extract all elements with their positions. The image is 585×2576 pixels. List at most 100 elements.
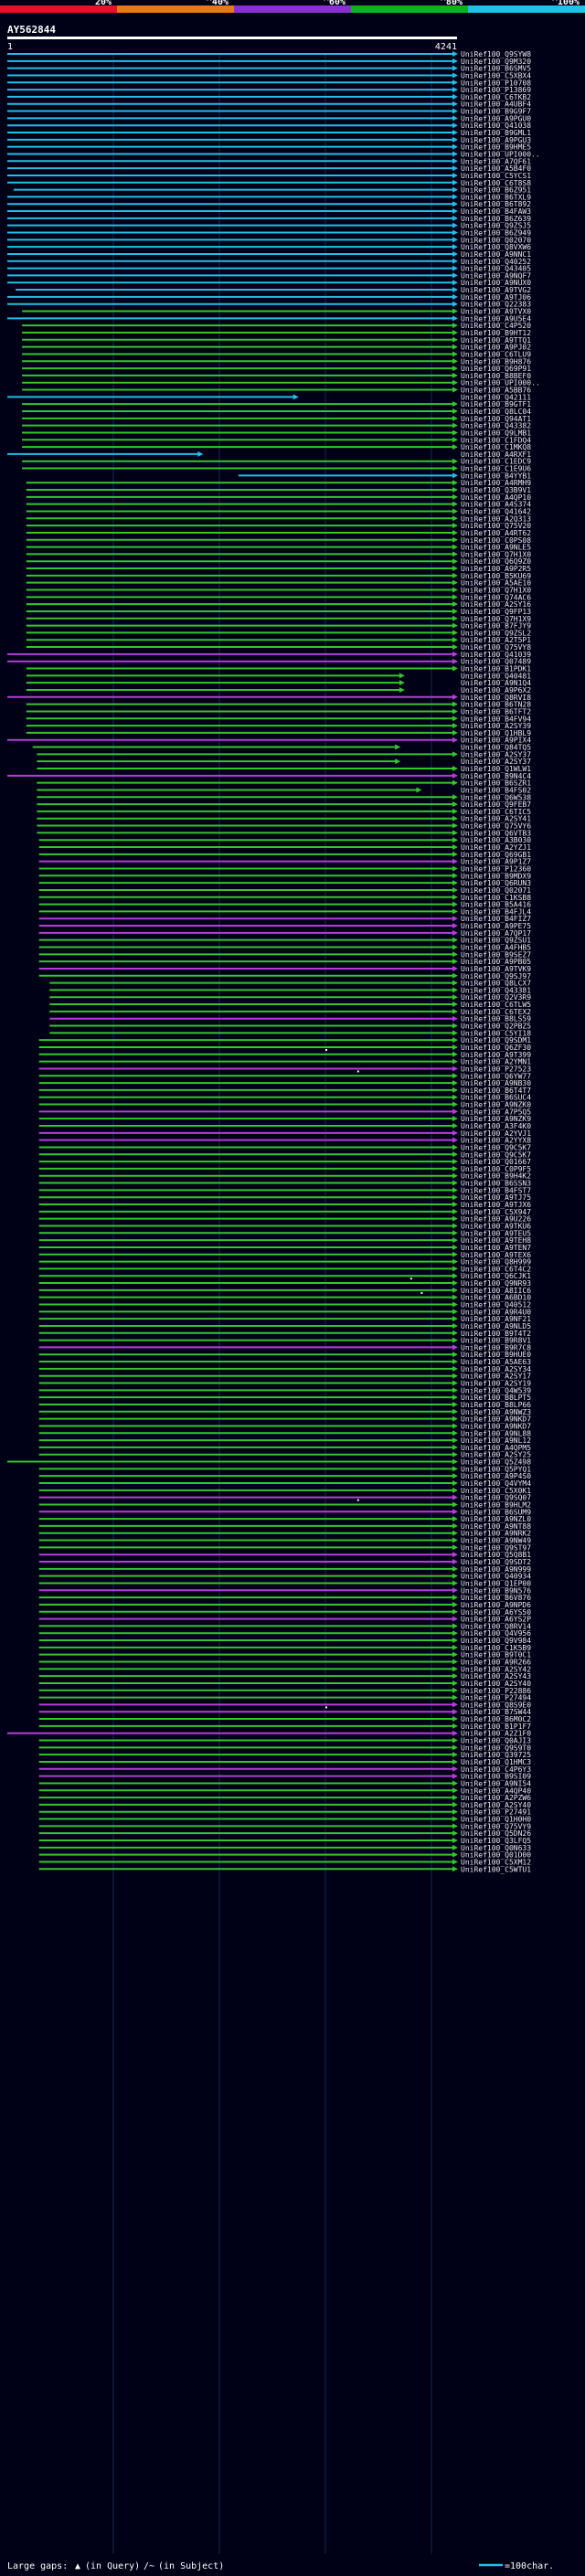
hit-row[interactable]: UniRef100_A2YYX8 xyxy=(38,1137,532,1145)
hit-row[interactable]: UniRef100_B6SUC4 xyxy=(38,1094,532,1102)
hit-label[interactable]: UniRef100_Q8LCX7 xyxy=(461,980,531,988)
hit-label[interactable]: UniRef100_Q7H1X9 xyxy=(461,615,531,623)
hit-label[interactable]: UniRef100_Q07489 xyxy=(461,658,531,666)
hit-row[interactable]: UniRef100_A9TJ75 xyxy=(38,1193,532,1202)
hit-row[interactable]: UniRef100_A6BD10 xyxy=(38,1294,532,1302)
hit-row[interactable]: UniRef100_A9NPD6 xyxy=(38,1601,532,1609)
hit-row[interactable]: UniRef100_A2SY39 xyxy=(26,722,531,730)
hit-label[interactable]: UniRef100_A9PGU0 xyxy=(461,114,531,122)
hit-label[interactable]: UniRef100_C1EDC9 xyxy=(461,458,531,466)
hit-label[interactable]: UniRef100_A9N1Q4 xyxy=(461,679,531,687)
hit-label[interactable]: UniRef100_Q9SDM1 xyxy=(461,1036,531,1044)
hit-label[interactable]: UniRef100_Q6YW77 xyxy=(461,1072,531,1080)
hit-label[interactable]: UniRef100_A2Q313 xyxy=(461,514,531,523)
hit-row[interactable]: UniRef100_B9H4K2 xyxy=(38,1172,532,1181)
hit-row[interactable]: UniRef100_B9SEZ7 xyxy=(38,950,532,959)
hit-row[interactable]: UniRef100_Q1H0H0 xyxy=(38,1816,532,1824)
hit-row[interactable]: UniRef100_Q9ST97 xyxy=(38,1543,532,1552)
hit-label[interactable]: UniRef100_A2SY16 xyxy=(461,600,531,609)
hit-row[interactable]: UniRef100_Q6Q9Z0 xyxy=(26,557,531,566)
hit-label[interactable]: UniRef100_Q9FP13 xyxy=(461,608,531,616)
hit-label[interactable]: UniRef100_P27494 xyxy=(461,1694,531,1702)
hit-label[interactable]: UniRef100_A9TEU5 xyxy=(461,1229,531,1237)
hit-row[interactable]: UniRef100_C6TLU9 xyxy=(22,350,531,358)
hit-row[interactable]: UniRef100_A9PE75 xyxy=(38,922,532,930)
hit-label[interactable]: UniRef100_Q40481 xyxy=(461,672,531,680)
hit-label[interactable]: UniRef100_A9R4U0 xyxy=(461,1308,531,1316)
hit-row[interactable]: UniRef100_B1PDK1 xyxy=(26,665,531,673)
hit-label[interactable]: UniRef100_Q01D00 xyxy=(461,1851,531,1860)
hit-row[interactable]: UniRef100_A4UBF4 xyxy=(7,101,531,109)
hit-label[interactable]: UniRef100_Q4W539 xyxy=(461,1386,531,1394)
hit-label[interactable]: UniRef100_Q9ST97 xyxy=(461,1543,531,1552)
hit-row[interactable]: UniRef100_A6YS2P xyxy=(38,1616,532,1624)
hit-row[interactable]: UniRef100_A9P4S0 xyxy=(38,1472,532,1480)
hit-label[interactable]: UniRef100_B6T4T7 xyxy=(461,1087,531,1095)
hit-row[interactable]: UniRef100_A5BB76 xyxy=(22,387,531,395)
hit-label[interactable]: UniRef100_Q40252 xyxy=(461,258,531,266)
hit-row[interactable]: UniRef100_A9TJ06 xyxy=(7,293,531,302)
hit-label[interactable]: UniRef100_Q01667 xyxy=(461,1158,531,1166)
hit-label[interactable]: UniRef100_A5AE10 xyxy=(461,579,531,588)
hit-label[interactable]: UniRef100_C5XM12 xyxy=(461,1858,531,1866)
hit-label[interactable]: UniRef100_Q1HBL9 xyxy=(461,729,531,737)
hit-row[interactable]: UniRef100_A9NW49 xyxy=(38,1537,532,1545)
hit-label[interactable]: UniRef100_B6SUM9 xyxy=(461,1508,531,1516)
hit-label[interactable]: UniRef100_Q9ZSL2 xyxy=(461,629,531,637)
hit-label[interactable]: UniRef100_C4P6Y3 xyxy=(461,1765,531,1774)
hit-label[interactable]: UniRef100_A9NB30 xyxy=(461,1079,531,1087)
hit-row[interactable]: UniRef100_A9U226 xyxy=(38,1215,532,1224)
hit-row[interactable]: UniRef100_Q6YW77 xyxy=(38,1072,532,1080)
hit-label[interactable]: UniRef100_A9PGU3 xyxy=(461,136,531,144)
hit-row[interactable]: UniRef100_A2YMN1 xyxy=(38,1058,532,1066)
hit-label[interactable]: UniRef100_B9T0C1 xyxy=(461,1651,531,1659)
hit-row[interactable]: UniRef100_A9R4U0 xyxy=(38,1308,532,1316)
hit-row[interactable]: UniRef100_B9H876 xyxy=(22,357,531,366)
hit-row[interactable]: UniRef100_Q9SDM1 xyxy=(38,1036,532,1044)
hit-row[interactable]: UniRef100_A4RT62 xyxy=(26,529,531,537)
hit-row[interactable]: UniRef100_A8IIC6 xyxy=(38,1287,532,1295)
hit-row[interactable]: UniRef100_C5XBX4 xyxy=(7,71,531,80)
hit-label[interactable]: UniRef100_B5A416 xyxy=(461,901,531,909)
hit-row[interactable]: UniRef100_A2SY17 xyxy=(38,1373,532,1381)
hit-row[interactable]: UniRef100_A9NL12 xyxy=(38,1436,532,1445)
hit-row[interactable]: UniRef100_B4FJL4 xyxy=(38,907,532,916)
hit-label[interactable]: UniRef100_A9P6X2 xyxy=(461,686,531,694)
hit-label[interactable]: UniRef100_A9NT88 xyxy=(461,1522,531,1531)
hit-label[interactable]: UniRef100_Q9ZSU1 xyxy=(461,937,531,945)
hit-label[interactable]: UniRef100_A9TVG2 xyxy=(461,286,531,294)
hit-label[interactable]: UniRef100_Q43382 xyxy=(461,422,531,430)
hit-row[interactable]: UniRef100_C5X947 xyxy=(38,1208,532,1216)
hit-label[interactable]: UniRef100_Q94AT1 xyxy=(461,415,531,423)
hit-row[interactable]: UniRef100_A2YZJ1 xyxy=(38,843,532,852)
hit-row[interactable]: UniRef100_C6TLW5 xyxy=(49,1001,531,1009)
hit-row[interactable]: UniRef100_A9NB30 xyxy=(38,1079,532,1087)
hit-label[interactable]: UniRef100_Q40934 xyxy=(461,1573,531,1581)
hit-label[interactable]: UniRef100_A2SY19 xyxy=(461,1380,531,1388)
hit-label[interactable]: UniRef100_Q9SYW8 xyxy=(461,50,531,58)
hit-row[interactable]: UniRef100_A9TEN7 xyxy=(38,1244,532,1252)
hit-row[interactable]: UniRef100_A9NZK9 xyxy=(38,1115,532,1123)
hit-row[interactable]: UniRef100_A9N1Q4 xyxy=(26,679,531,687)
hit-label[interactable]: UniRef100_A5B4F0 xyxy=(461,164,531,173)
hit-row[interactable]: UniRef100_B6SZR1 xyxy=(37,779,531,788)
hit-label[interactable]: UniRef100_A9NL88 xyxy=(461,1429,531,1437)
hit-label[interactable]: UniRef100_B4FST7 xyxy=(461,1186,531,1194)
hit-label[interactable]: UniRef100_B9N4C4 xyxy=(461,772,531,780)
hit-row[interactable]: UniRef100_Q1WLW1 xyxy=(37,765,531,773)
hit-label[interactable]: UniRef100_A3F4K0 xyxy=(461,1122,531,1130)
hit-label[interactable]: UniRef100_Q6ZF30 xyxy=(461,1044,531,1052)
hit-row[interactable]: UniRef100_A2SY40 xyxy=(38,1680,532,1688)
hit-label[interactable]: UniRef100_Q43381 xyxy=(461,986,531,994)
hit-row[interactable]: UniRef100_B6TFT2 xyxy=(26,707,531,716)
hit-label[interactable]: UniRef100_A9PE75 xyxy=(461,922,531,930)
hit-row[interactable]: UniRef100_Q9SYW8 xyxy=(7,50,531,58)
hit-label[interactable]: UniRef100_C1KSB8 xyxy=(461,894,531,902)
hit-label[interactable]: UniRef100_A2SY37 xyxy=(461,758,531,766)
hit-label[interactable]: UniRef100_Q9SDT2 xyxy=(461,1558,531,1566)
hit-row[interactable]: UniRef100_B9G9F7 xyxy=(7,108,531,116)
hit-row[interactable]: UniRef100_A9PJ02 xyxy=(22,344,531,352)
hit-label[interactable]: UniRef100_A4UBF4 xyxy=(461,101,531,109)
hit-label[interactable]: UniRef100_Q8LC04 xyxy=(461,408,531,416)
hit-row[interactable]: UniRef100_B8LP66 xyxy=(38,1401,532,1409)
